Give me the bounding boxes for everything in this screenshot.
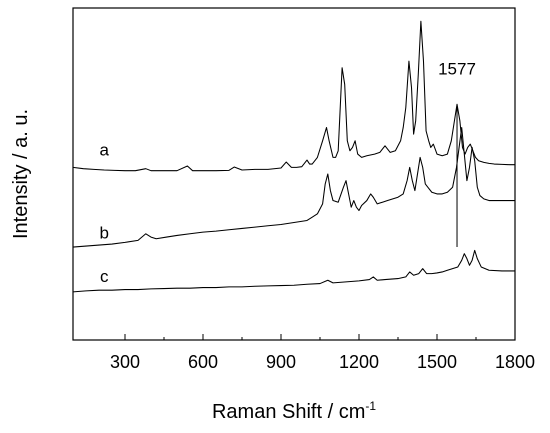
x-tick-label-1200: 1200 <box>339 352 379 372</box>
plot-frame <box>72 7 516 341</box>
series-label-c: c <box>100 267 109 286</box>
series-label-b: b <box>99 224 108 243</box>
series-label-a: a <box>99 141 109 160</box>
x-tick-label-1800: 1800 <box>495 352 535 372</box>
series-line-c <box>72 249 516 293</box>
annotations: 1577 <box>438 59 476 248</box>
series-line-b <box>72 126 516 248</box>
annotation-label-1577: 1577 <box>438 59 476 78</box>
x-tick-label-600: 600 <box>188 352 218 372</box>
x-tick-label-1500: 1500 <box>417 352 457 372</box>
x-tick-label-900: 900 <box>266 352 296 372</box>
y-axis-title: Intensity / a. u. <box>10 109 32 239</box>
x-axis-title-text: Raman Shift / cm <box>212 401 365 423</box>
x-axis-title-superscript: -1 <box>365 399 376 413</box>
x-axis-title: Raman Shift / cm-1 <box>212 399 376 423</box>
x-tick-label-300: 300 <box>110 352 140 372</box>
x-axis-ticks <box>124 334 516 340</box>
series-labels: a b c <box>99 141 109 286</box>
x-axis-tick-labels: 300 600 900 1200 1500 1800 <box>110 352 535 372</box>
